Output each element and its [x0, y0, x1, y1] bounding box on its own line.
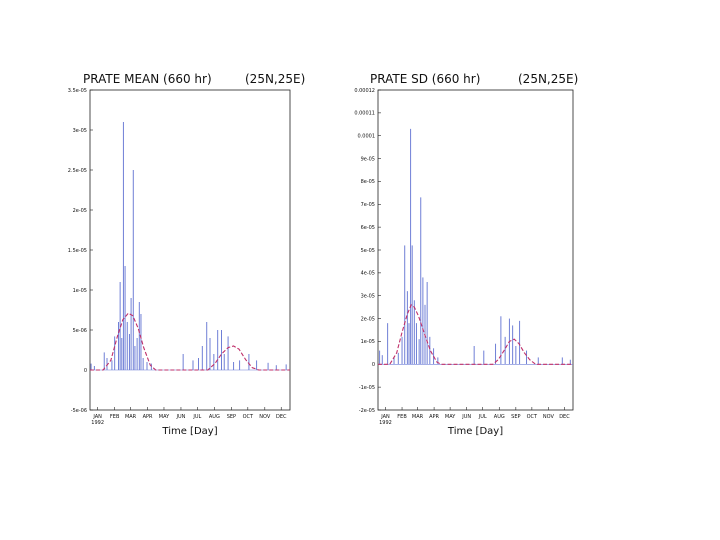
- y-tick-label: -2e-05: [359, 408, 375, 414]
- x-tick-label: JUL: [478, 414, 487, 420]
- x-tick-label: JUN: [461, 414, 471, 420]
- prate-mean-chart: PRATE MEAN (660 hr) (25N,25E) -5e-06 0 5e-06…: [68, 72, 305, 437]
- y-tick-label: 0.00012: [354, 88, 375, 94]
- y-tick-label: 0.00011: [354, 111, 375, 117]
- x-tick-label: FEB: [397, 414, 407, 420]
- y-tick-label: 2e-05: [73, 208, 87, 214]
- x-axis-label: Time [Day]: [447, 426, 503, 437]
- y-tick-label: 7e-05: [361, 202, 375, 208]
- chart-title: PRATE MEAN (660 hr): [83, 72, 212, 86]
- year-label: 1992: [91, 420, 104, 426]
- y-tick-label: 9e-05: [361, 156, 375, 162]
- chart-location: (25N,25E): [518, 72, 578, 86]
- y-tick-label: -5e-06: [71, 408, 87, 414]
- x-tick-label: JAN: [380, 414, 390, 420]
- fit-curve: [90, 312, 290, 371]
- x-tick-label: MAR: [412, 414, 424, 420]
- y-tick-label: 2e-05: [361, 316, 375, 322]
- y-tick-label: 8e-05: [361, 179, 375, 185]
- chart-title: PRATE SD (660 hr): [370, 72, 480, 86]
- y-tick-label: 5e-05: [361, 248, 375, 254]
- y-tick-label: 3e-05: [361, 294, 375, 300]
- x-tick-label: FEB: [110, 414, 120, 420]
- x-tick-label: MAY: [445, 414, 456, 420]
- x-tick-label: AUG: [209, 414, 220, 420]
- y-tick-label: 0.0001: [358, 134, 376, 140]
- y-tick-label: 4e-05: [361, 271, 375, 277]
- x-tick-label: DEC: [559, 414, 570, 420]
- x-tick-label: MAR: [125, 414, 137, 420]
- x-tick-label: SEP: [511, 414, 520, 420]
- x-tick-label: OCT: [527, 414, 538, 420]
- y-tick-label: 1e-05: [361, 339, 375, 345]
- x-tick-label: JUL: [192, 414, 201, 420]
- x-tick-label: OCT: [243, 414, 254, 420]
- y-tick-label: 1.5e-05: [68, 248, 87, 254]
- y-tick-label: 3e-05: [73, 128, 87, 134]
- x-tick-label: DEC: [276, 414, 287, 420]
- x-tick-label: SEP: [227, 414, 236, 420]
- y-tick-label: 0: [84, 368, 87, 374]
- x-tick-label: APR: [143, 414, 153, 420]
- x-tick-label: APR: [429, 414, 439, 420]
- x-tick-label: NOV: [259, 414, 271, 420]
- y-tick-label: 6e-05: [361, 225, 375, 231]
- y-tick-label: 2.5e-05: [68, 168, 87, 174]
- x-tick-label: JUN: [176, 414, 186, 420]
- x-axis-label: Time [Day]: [161, 426, 217, 437]
- y-tick-label: 0: [372, 362, 375, 368]
- y-tick-label: 5e-06: [73, 328, 87, 334]
- prate-mean-panel: PRATE MEAN (660 hr) (25N,25E) -5e-06 0 5e-06…: [65, 60, 315, 445]
- year-label: 1992: [379, 420, 392, 426]
- x-tick-label: NOV: [543, 414, 555, 420]
- y-tick-label: -1e-05: [359, 385, 375, 391]
- y-tick-label: 1e-05: [73, 288, 87, 294]
- x-tick-label: MAY: [159, 414, 170, 420]
- x-tick-label: AUG: [494, 414, 505, 420]
- fit-curve: [378, 304, 573, 365]
- y-tick-label: 3.5e-05: [68, 88, 87, 94]
- prate-sd-chart: PRATE SD (660 hr) (25N,25E) -2e-05 -1e-05 0 1…: [354, 72, 578, 437]
- prate-sd-panel: PRATE SD (660 hr) (25N,25E) -2e-05 -1e-05 0 1…: [328, 60, 583, 445]
- chart-location: (25N,25E): [245, 72, 305, 86]
- x-tick-label: JAN: [92, 414, 102, 420]
